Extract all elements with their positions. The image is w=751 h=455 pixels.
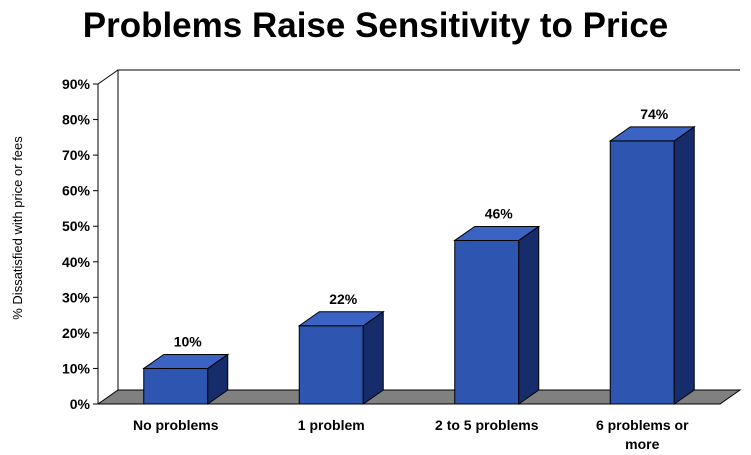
chart-side-wall-edge	[97, 69, 119, 85]
bar-front	[454, 239, 520, 405]
y-tick-label: 60%	[62, 183, 91, 199]
x-category-label: 1 problem	[298, 417, 365, 433]
bar-side	[362, 310, 384, 405]
bar	[608, 125, 696, 405]
bar-top	[453, 225, 541, 241]
y-tick-label: 10%	[62, 360, 91, 376]
y-tick-label: 20%	[62, 325, 91, 341]
bar-front	[143, 367, 209, 405]
x-category-label: 2 to 5 problems	[435, 417, 539, 433]
data-label: 22%	[329, 291, 358, 307]
y-tick-label: 90%	[62, 76, 91, 92]
y-tick-label: 0%	[70, 396, 91, 412]
y-tick-label: 50%	[62, 218, 91, 234]
y-tick-label: 30%	[62, 289, 91, 305]
data-label: 46%	[485, 205, 514, 221]
chart-title: Problems Raise Sensitivity to Price	[82, 6, 669, 45]
y-axis-title: % Dissatisfied with price or fees	[10, 136, 25, 320]
bar-side	[518, 225, 540, 405]
x-category-label: 6 problems or	[596, 417, 689, 433]
bar-top	[297, 311, 385, 327]
x-axis-categories: No problems 1 problem 2 to 5 problems 6 pro…	[133, 417, 689, 452]
y-tick-label: 80%	[62, 112, 91, 128]
data-labels: 10% 22% 46% 74%	[174, 106, 669, 350]
y-tick-label: 70%	[62, 147, 91, 163]
bar-front	[298, 325, 364, 405]
bar-top	[142, 353, 230, 369]
bars	[142, 125, 696, 405]
x-category-label: more	[625, 436, 659, 452]
bar	[453, 225, 541, 405]
y-axis-ticks: 0% 10% 20% 30% 40% 50% 60% 70% 80% 90%	[62, 76, 98, 412]
y-tick-label: 40%	[62, 254, 91, 270]
data-label: 74%	[640, 106, 669, 122]
x-category-label: No problems	[133, 417, 219, 433]
bar-front	[609, 140, 675, 405]
bar	[297, 310, 385, 405]
bar	[142, 353, 230, 405]
bar-top	[608, 126, 696, 142]
data-label: 10%	[174, 333, 203, 349]
bar-side	[673, 125, 695, 405]
